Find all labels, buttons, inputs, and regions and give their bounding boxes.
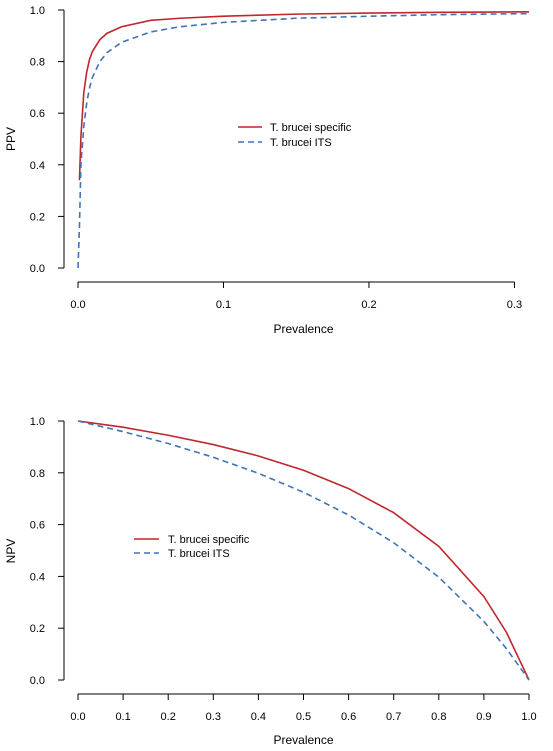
series-line-0: [78, 11, 530, 181]
x-axis-label: Prevalence: [273, 733, 333, 747]
x-tick-label: 0.0: [70, 299, 85, 311]
x-tick-label: 0.2: [161, 711, 176, 723]
legend-label-1: T. brucei ITS: [168, 548, 230, 560]
y-tick-label: 0.8: [30, 468, 45, 480]
x-tick-label: 0.6: [341, 711, 356, 723]
x-tick-label: 0.1: [115, 711, 130, 723]
x-tick-label: 0.4: [251, 711, 266, 723]
x-tick-label: 0.2: [361, 299, 376, 311]
y-axis-label: PPV: [4, 127, 18, 151]
y-tick-label: 0.4: [30, 160, 45, 172]
x-tick-label: 0.1: [216, 299, 231, 311]
x-tick-label: 0.3: [206, 711, 221, 723]
y-tick-label: 0.0: [30, 675, 45, 687]
y-tick-label: 0.2: [30, 623, 45, 635]
y-tick-label: 0.6: [30, 108, 45, 120]
series-line-1: [77, 12, 530, 269]
y-tick-label: 1.0: [30, 5, 45, 17]
x-tick-label: 0.5: [296, 711, 311, 723]
y-tick-label: 0.0: [30, 263, 45, 275]
x-tick-label: 1.0: [521, 711, 536, 723]
x-axis-label: Prevalence: [273, 322, 333, 336]
y-axis-label: NPV: [4, 539, 18, 564]
x-tick-label: 0.7: [386, 711, 401, 723]
y-tick-label: 0.4: [30, 571, 45, 583]
x-tick-label: 0.8: [431, 711, 446, 723]
y-tick-label: 0.2: [30, 211, 45, 223]
y-tick-label: 1.0: [30, 416, 45, 428]
legend-label-0: T. brucei specific: [270, 122, 352, 134]
x-tick-label: 0.9: [476, 711, 491, 723]
series-line-1: [77, 420, 530, 681]
ppv-chart: 0.0 0.1 0.2 0.3 Prevalence 0.0 0.2 0.4 0.6 0.8 1.0…: [4, 5, 530, 336]
npv-chart: 0.0 0.1 0.2 0.3 0.4 0.5 0.6 0.7 0.8 0.9 1.0 Prevale…: [4, 416, 537, 747]
x-tick-label: 0.0: [70, 711, 85, 723]
x-tick-label: 0.3: [507, 299, 522, 311]
series-line-0: [77, 420, 530, 681]
legend-label-1: T. brucei ITS: [270, 137, 332, 149]
y-tick-label: 0.6: [30, 520, 45, 532]
legend-label-0: T. brucei specific: [168, 534, 250, 546]
y-tick-label: 0.8: [30, 57, 45, 69]
